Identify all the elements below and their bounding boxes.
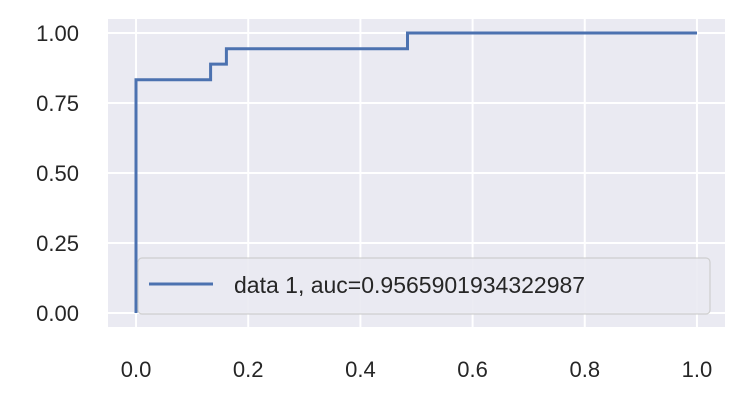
legend: data 1, auc=0.9565901934322987 <box>137 257 711 315</box>
y-tick-label: 0.25 <box>36 231 79 256</box>
legend-label: data 1, auc=0.9565901934322987 <box>234 272 585 298</box>
roc-curve-line <box>134 31 697 313</box>
x-tick-label: 0.0 <box>121 357 152 382</box>
y-tick-label: 1.00 <box>36 21 79 46</box>
y-tick-label: 0.50 <box>36 161 79 186</box>
x-tick-labels: 0.0 0.2 0.4 0.6 0.8 1.0 <box>121 357 713 382</box>
series-layer <box>134 31 697 313</box>
y-tick-label: 0.75 <box>36 91 79 116</box>
legend-box <box>137 257 711 315</box>
y-tick-labels: 0.00 0.25 0.50 0.75 1.00 <box>36 21 79 326</box>
y-tick-label: 0.00 <box>36 301 79 326</box>
x-tick-label: 0.8 <box>569 357 600 382</box>
x-tick-label: 0.2 <box>233 357 264 382</box>
x-tick-label: 1.0 <box>682 357 713 382</box>
x-tick-label: 0.4 <box>345 357 376 382</box>
x-tick-label: 0.6 <box>457 357 488 382</box>
